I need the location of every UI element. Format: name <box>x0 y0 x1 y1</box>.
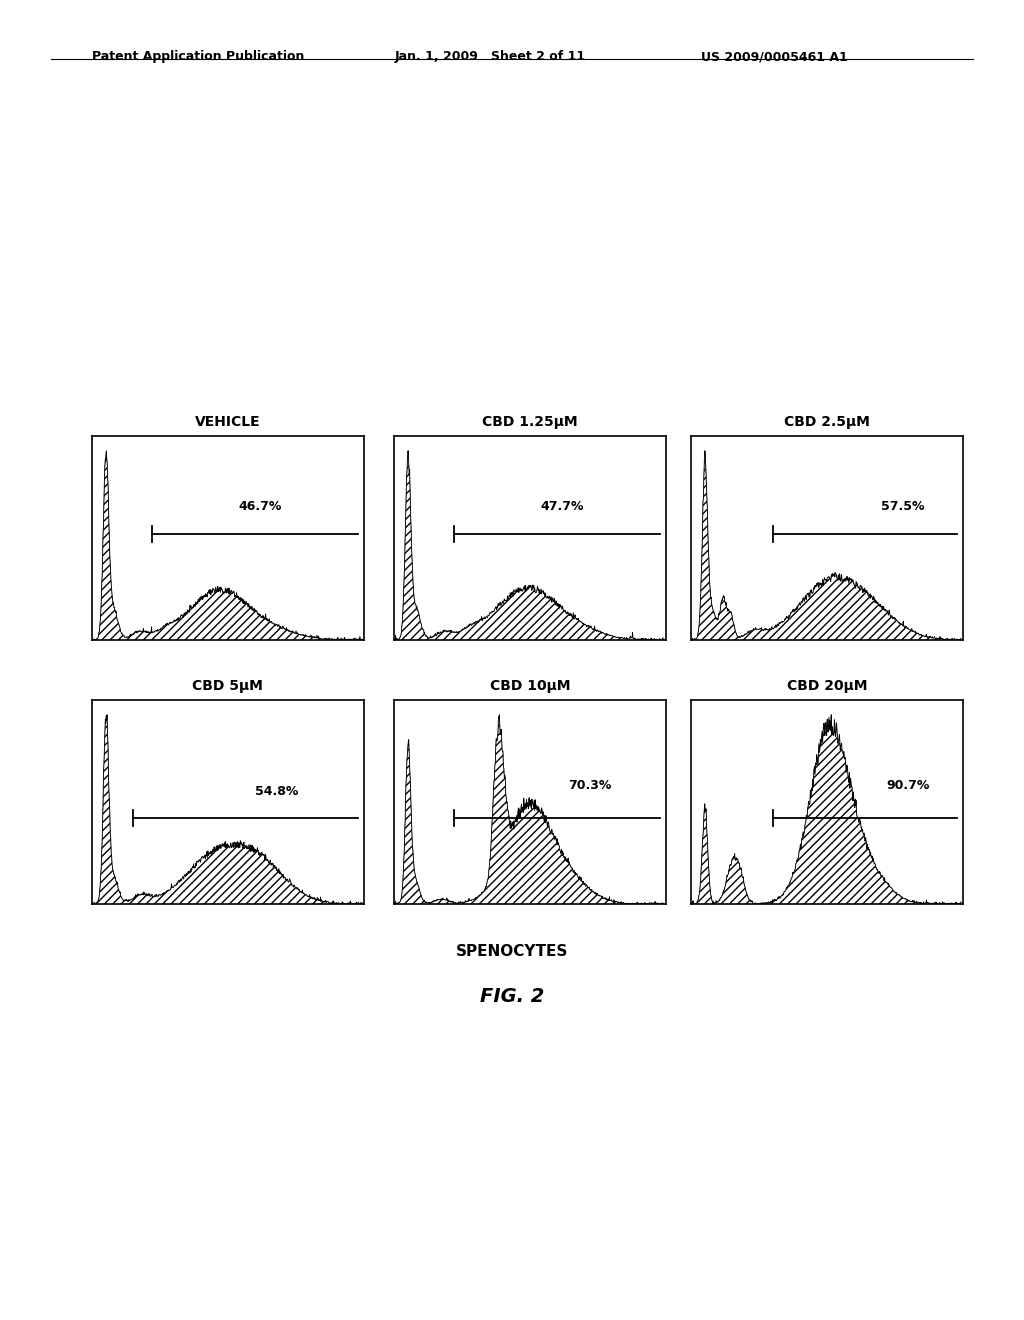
Text: 70.3%: 70.3% <box>568 779 611 792</box>
Text: VEHICLE: VEHICLE <box>195 414 261 429</box>
Text: SPENOCYTES: SPENOCYTES <box>456 944 568 958</box>
Text: 90.7%: 90.7% <box>887 779 930 792</box>
Text: CBD 10μM: CBD 10μM <box>489 678 570 693</box>
Text: 47.7%: 47.7% <box>541 500 585 513</box>
Text: Jan. 1, 2009   Sheet 2 of 11: Jan. 1, 2009 Sheet 2 of 11 <box>394 50 586 63</box>
Text: 57.5%: 57.5% <box>881 500 925 513</box>
Text: CBD 1.25μM: CBD 1.25μM <box>482 414 578 429</box>
Text: CBD 5μM: CBD 5μM <box>193 678 263 693</box>
Text: 54.8%: 54.8% <box>255 785 298 797</box>
Text: US 2009/0005461 A1: US 2009/0005461 A1 <box>701 50 848 63</box>
Text: 46.7%: 46.7% <box>239 500 282 513</box>
Text: CBD 2.5μM: CBD 2.5μM <box>784 414 869 429</box>
Text: CBD 20μM: CBD 20μM <box>786 678 867 693</box>
Text: Patent Application Publication: Patent Application Publication <box>92 50 304 63</box>
Text: FIG. 2: FIG. 2 <box>480 987 544 1006</box>
